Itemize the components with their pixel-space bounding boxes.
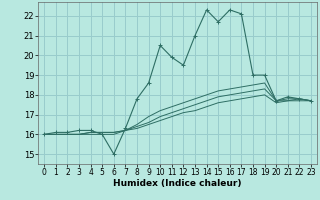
X-axis label: Humidex (Indice chaleur): Humidex (Indice chaleur): [113, 179, 242, 188]
